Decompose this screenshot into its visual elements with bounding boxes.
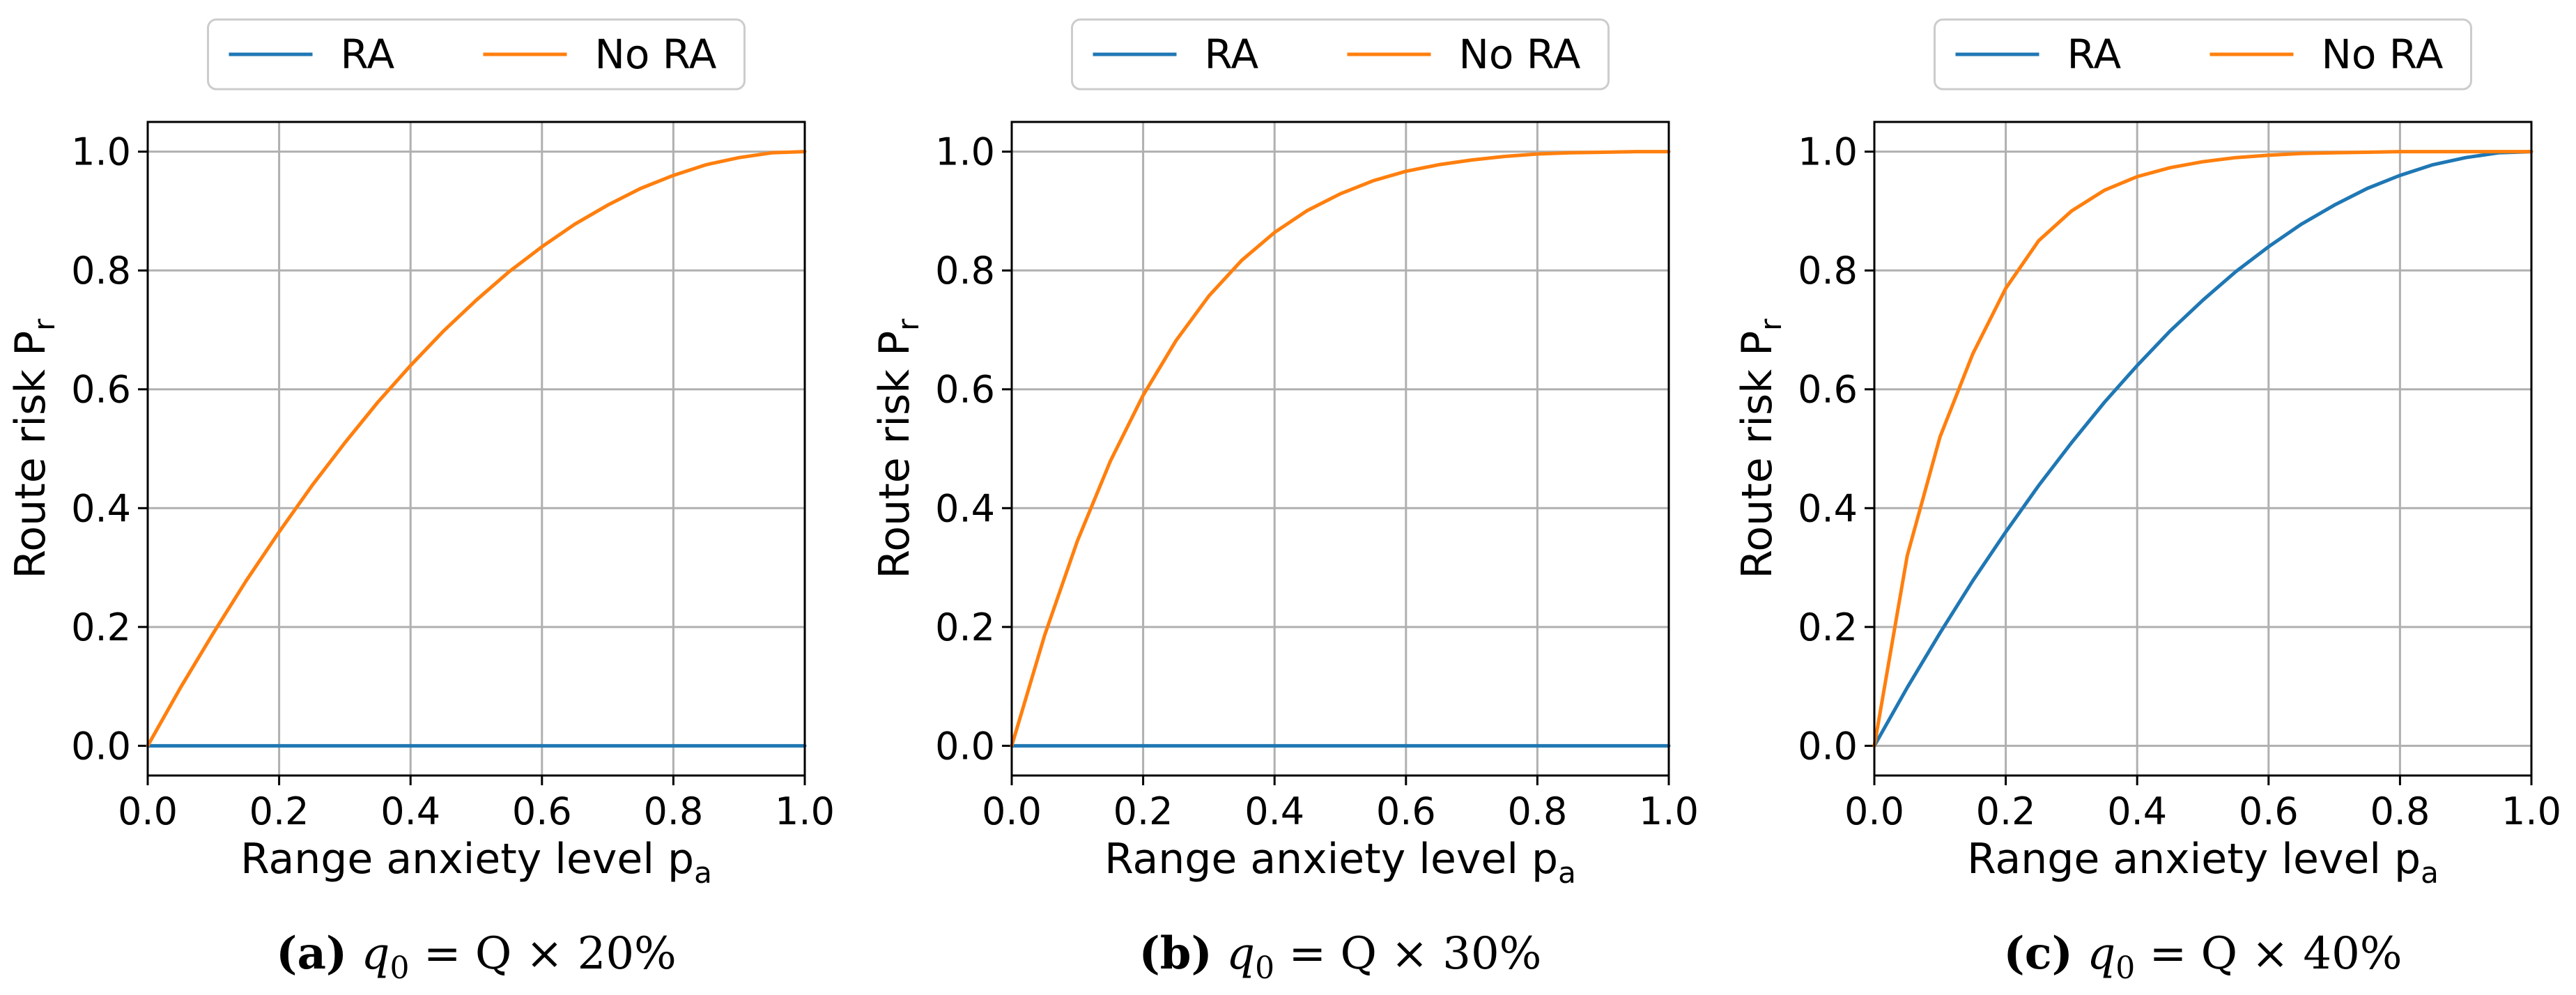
- x-tick-label: 0.0: [1844, 789, 1904, 833]
- caption-panel-label: (b): [1139, 927, 1212, 980]
- legend-box: [207, 18, 746, 91]
- x-tick-label: 1.0: [1639, 789, 1699, 833]
- panel-caption: (c) q0 = Q × 40%: [2003, 927, 2402, 986]
- caption-space: [347, 928, 361, 980]
- legend-label-ra: RA: [1205, 31, 1259, 78]
- caption-panel-label: (c): [2003, 927, 2073, 980]
- legend-label-ra: RA: [2067, 31, 2122, 78]
- caption-percent: 40%: [2303, 928, 2402, 980]
- plot-frame: [146, 121, 806, 777]
- x-tick-label: 0.6: [2239, 789, 2299, 833]
- caption-variable: q: [1226, 928, 1255, 980]
- legend-box: [1934, 18, 2472, 91]
- legend-label-ra: RA: [341, 31, 395, 78]
- plot-frame: [1873, 121, 2533, 777]
- panel-caption: (b) q0 = Q × 30%: [1139, 927, 1542, 986]
- x-tick-label: 0.6: [512, 789, 572, 833]
- legend-label-no-ra: No RA: [595, 31, 717, 78]
- y-axis-label-subscript: r: [891, 318, 925, 331]
- caption-percent: 20%: [578, 928, 677, 980]
- caption-variable: q: [2087, 928, 2115, 980]
- x-tick-label: 0.8: [2370, 789, 2430, 833]
- legend-label-no-ra: No RA: [2322, 31, 2444, 78]
- x-tick-label: 0.2: [249, 789, 309, 833]
- series-line-no-ra: [146, 150, 807, 748]
- x-tick-label: 0.2: [1113, 789, 1173, 833]
- caption-subscript: 0: [2115, 950, 2135, 986]
- x-tick-label: 0.4: [380, 789, 440, 833]
- caption-percent: 30%: [1442, 928, 1541, 980]
- plot-frame: [1010, 121, 1670, 777]
- y-tick-label: 0.6: [71, 368, 131, 412]
- x-axis-label-subscript: a: [694, 856, 712, 890]
- y-tick-label: 0.0: [71, 724, 131, 768]
- y-tick-label: 0.2: [1798, 606, 1858, 649]
- caption-subscript: 0: [390, 950, 410, 986]
- y-tick-label: 0.4: [1798, 486, 1858, 530]
- x-axis-label-text: Range anxiety level p: [1104, 835, 1558, 884]
- x-tick-label: 0.4: [1244, 789, 1304, 833]
- caption-subscript: 0: [1255, 950, 1274, 986]
- y-tick-label: 0.2: [935, 606, 995, 649]
- series-line-no-ra: [1010, 150, 1671, 748]
- x-tick-label: 0.8: [643, 789, 703, 833]
- caption-equation: = Q ×: [410, 928, 578, 980]
- y-tick-label: 0.4: [935, 486, 995, 530]
- x-axis-label-subscript: a: [1558, 856, 1576, 890]
- y-axis-label: Route risk Pr: [1733, 318, 1788, 579]
- y-tick-label: 0.8: [71, 249, 131, 293]
- y-axis-label-text: Route risk P: [1733, 331, 1782, 579]
- panel-1: 0.0 0.2 0.4 0.6 0.8 1.0 0.0 0.2 0.4 0.6 0.8 1.0 Rang…: [6, 18, 835, 986]
- y-axis-label: Route risk Pr: [6, 318, 61, 579]
- legend-label-no-ra: No RA: [1459, 31, 1581, 78]
- y-tick-label: 1.0: [1798, 130, 1858, 174]
- x-tick-label: 0.6: [1376, 789, 1436, 833]
- y-tick-label: 0.0: [1798, 724, 1858, 768]
- y-axis-label-text: Route risk P: [6, 331, 55, 579]
- x-axis-label-text: Range anxiety level p: [240, 835, 694, 884]
- y-axis-label-text: Route risk P: [870, 331, 919, 579]
- y-tick-label: 0.8: [1798, 249, 1858, 293]
- x-tick-label: 0.2: [1976, 789, 2036, 833]
- series-line-no-ra: [1872, 150, 2533, 748]
- y-tick-label: 0.6: [935, 368, 995, 412]
- x-axis-label-subscript: a: [2421, 856, 2439, 890]
- x-axis-label-text: Range anxiety level p: [1967, 835, 2421, 884]
- y-axis-label-subscript: r: [27, 318, 61, 331]
- y-tick-label: 1.0: [71, 130, 131, 174]
- x-tick-label: 0.4: [2107, 789, 2167, 833]
- x-tick-label: 0.0: [118, 789, 178, 833]
- x-axis-label: Range anxiety level pa: [1967, 835, 2439, 890]
- y-tick-label: 0.4: [71, 486, 131, 530]
- x-tick-label: 0.8: [1507, 789, 1567, 833]
- caption-space: [2073, 928, 2087, 980]
- panel-caption: (a) q0 = Q × 20%: [276, 927, 677, 986]
- caption-panel-label: (a): [276, 927, 347, 980]
- x-tick-label: 0.0: [982, 789, 1042, 833]
- x-axis-label: Range anxiety level pa: [240, 835, 712, 890]
- panel-3: 0.0 0.2 0.4 0.6 0.8 1.0 0.0 0.2 0.4 0.6 0.8 1.0 Rang…: [1733, 18, 2561, 986]
- caption-variable: q: [362, 928, 390, 980]
- y-tick-label: 0.8: [935, 249, 995, 293]
- y-tick-label: 0.2: [71, 606, 131, 649]
- y-axis-label-subscript: r: [1754, 318, 1788, 331]
- series-line-ra: [1872, 150, 2533, 748]
- x-axis-label: Range anxiety level pa: [1104, 835, 1576, 890]
- y-tick-label: 1.0: [935, 130, 995, 174]
- legend-box: [1071, 18, 1610, 91]
- caption-equation: = Q ×: [1274, 928, 1442, 980]
- x-tick-label: 1.0: [775, 789, 835, 833]
- panel-2: 0.0 0.2 0.4 0.6 0.8 1.0 0.0 0.2 0.4 0.6 0.8 1.0 Rang…: [870, 18, 1699, 986]
- y-tick-label: 0.6: [1798, 368, 1858, 412]
- x-tick-label: 1.0: [2501, 789, 2561, 833]
- y-tick-label: 0.0: [935, 724, 995, 768]
- y-axis-label: Route risk Pr: [870, 318, 925, 579]
- caption-space: [1212, 928, 1226, 980]
- caption-equation: = Q ×: [2135, 928, 2303, 980]
